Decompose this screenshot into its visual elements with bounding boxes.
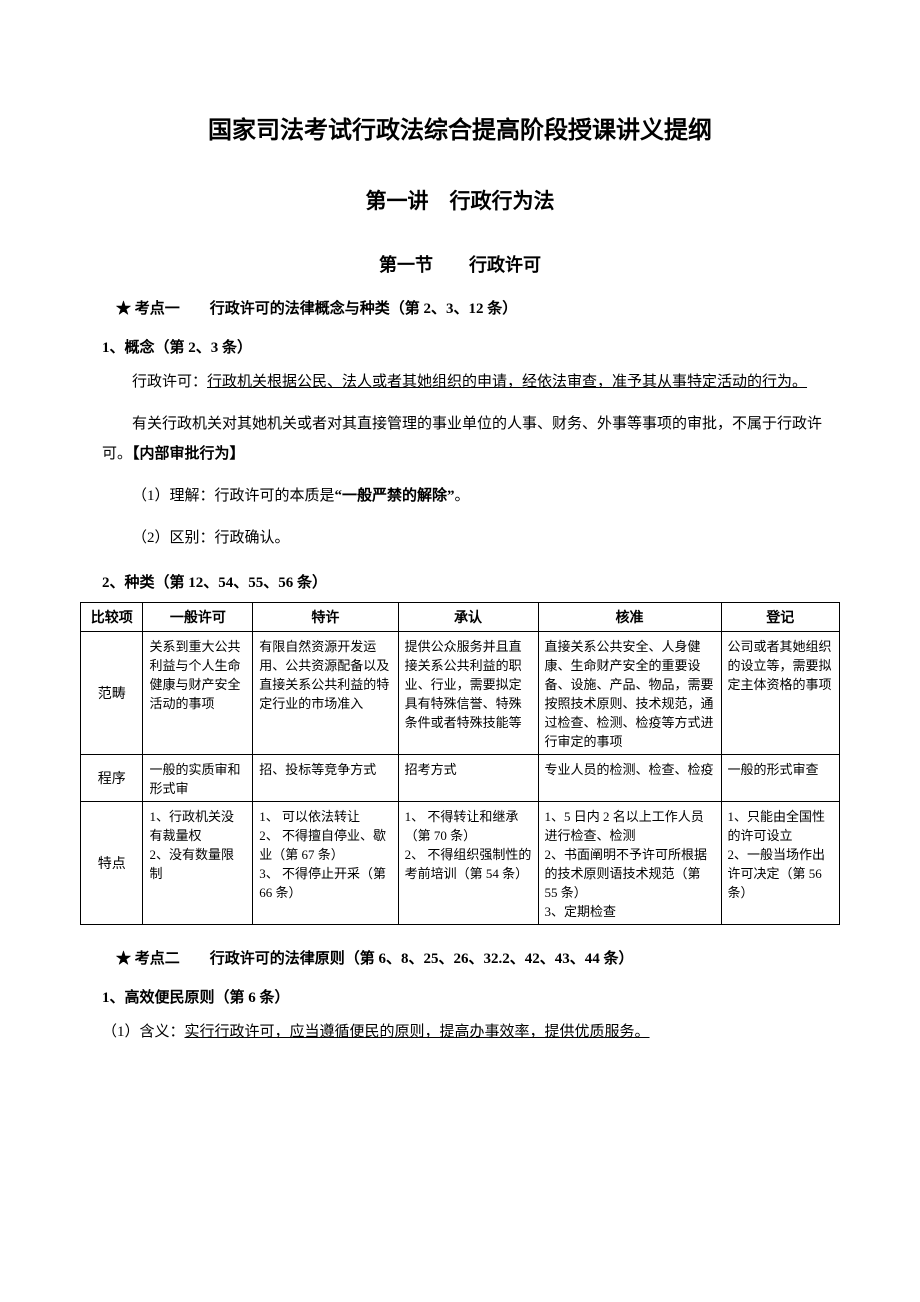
p1-definition: 行政许可：行政机关根据公民、法人或者其她组织的申请，经依法审查，准予其从事特定活… — [102, 367, 840, 397]
p2-sub1: 1、高效便民原则（第 6 条） — [102, 986, 840, 1007]
p1-para2: 有关行政机关对其她机关或者对其直接管理的事业单位的人事、财务、外事等事项的审批，… — [102, 409, 840, 469]
th-2: 特许 — [253, 603, 398, 632]
p1-item1-c: 。 — [455, 488, 470, 504]
p1-item1-b: “一般严禁的解除” — [335, 488, 455, 504]
p2-item1: （1）含义：实行行政许可，应当遵循便民的原则，提高办事效率，提供优质服务。 — [102, 1017, 840, 1047]
comparison-table: 比较项 一般许可 特许 承认 核准 登记 范畴 关系到重大公共利益与个人生命健康… — [80, 602, 840, 925]
cell: 一般的实质审和形式审 — [143, 755, 253, 802]
cell: 1、5 日内 2 名以上工作人员进行检查、检测2、书面阐明不予许可所根据的技术原… — [538, 802, 721, 925]
p1-para2-b: 【内部审批行为】 — [132, 446, 245, 462]
cell: 1、只能由全国性的许可设立2、一般当场作出许可决定（第 56 条） — [721, 802, 839, 925]
table-row: 范畴 关系到重大公共利益与个人生命健康与财产安全活动的事项 有限自然资源开发运用… — [81, 632, 840, 755]
row-label: 程序 — [81, 755, 143, 802]
cell: 专业人员的检测、检查、检疫 — [538, 755, 721, 802]
th-3: 承认 — [398, 603, 538, 632]
p1-item1-a: （1）理解：行政许可的本质是 — [132, 488, 335, 504]
p1-sub1: 1、概念（第 2、3 条） — [102, 336, 840, 357]
table-row: 程序 一般的实质审和形式审 招、投标等竞争方式 招考方式 专业人员的检测、检查、… — [81, 755, 840, 802]
cell: 1、 可以依法转让2、 不得擅自停业、歇业（第 67 条）3、 不得停止开采（第… — [253, 802, 398, 925]
cell: 提供公众服务并且直接关系公共利益的职业、行业，需要拟定具有特殊信誉、特殊条件或者… — [398, 632, 538, 755]
p1-sub2: 2、种类（第 12、54、55、56 条） — [102, 571, 840, 592]
cell: 关系到重大公共利益与个人生命健康与财产安全活动的事项 — [143, 632, 253, 755]
main-title: 国家司法考试行政法综合提高阶段授课讲义提纲 — [80, 110, 840, 145]
p1-def-prefix: 行政许可： — [132, 374, 207, 390]
cell: 招考方式 — [398, 755, 538, 802]
p1-item2: （2）区别：行政确认。 — [102, 523, 840, 553]
row-label: 范畴 — [81, 632, 143, 755]
chapter-title: 第一讲 行政行为法 — [80, 185, 840, 215]
cell: 招、投标等竞争方式 — [253, 755, 398, 802]
cell: 公司或者其她组织的设立等，需要拟定主体资格的事项 — [721, 632, 839, 755]
cell: 直接关系公共安全、人身健康、生命财产安全的重要设备、设施、产品、物品，需要按照技… — [538, 632, 721, 755]
point-1-heading: 考点一 行政许可的法律概念与种类（第 2、3、12 条） — [116, 297, 840, 318]
cell: 1、 不得转让和继承（第 70 条）2、 不得组织强制性的考前培训（第 54 条… — [398, 802, 538, 925]
point-2-heading: 考点二 行政许可的法律原则（第 6、8、25、26、32.2、42、43、44 … — [116, 947, 840, 968]
p1-def-underlined: 行政机关根据公民、法人或者其她组织的申请，经依法审查，准予其从事特定活动的行为。 — [207, 374, 807, 390]
p2-item1-b: 实行行政许可，应当遵循便民的原则，提高办事效率，提供优质服务。 — [185, 1024, 650, 1040]
p1-item1: （1）理解：行政许可的本质是“一般严禁的解除”。 — [102, 481, 840, 511]
th-5: 登记 — [721, 603, 839, 632]
table-header-row: 比较项 一般许可 特许 承认 核准 登记 — [81, 603, 840, 632]
th-4: 核准 — [538, 603, 721, 632]
th-1: 一般许可 — [143, 603, 253, 632]
p2-item1-a: （1）含义： — [102, 1024, 185, 1040]
table-row: 特点 1、行政机关没有裁量权2、没有数量限制 1、 可以依法转让2、 不得擅自停… — [81, 802, 840, 925]
cell: 1、行政机关没有裁量权2、没有数量限制 — [143, 802, 253, 925]
th-0: 比较项 — [81, 603, 143, 632]
row-label: 特点 — [81, 802, 143, 925]
section-title: 第一节 行政许可 — [80, 251, 840, 277]
cell: 一般的形式审查 — [721, 755, 839, 802]
cell: 有限自然资源开发运用、公共资源配备以及直接关系公共利益的特定行业的市场准入 — [253, 632, 398, 755]
document-page: 国家司法考试行政法综合提高阶段授课讲义提纲 第一讲 行政行为法 第一节 行政许可… — [0, 0, 920, 1119]
